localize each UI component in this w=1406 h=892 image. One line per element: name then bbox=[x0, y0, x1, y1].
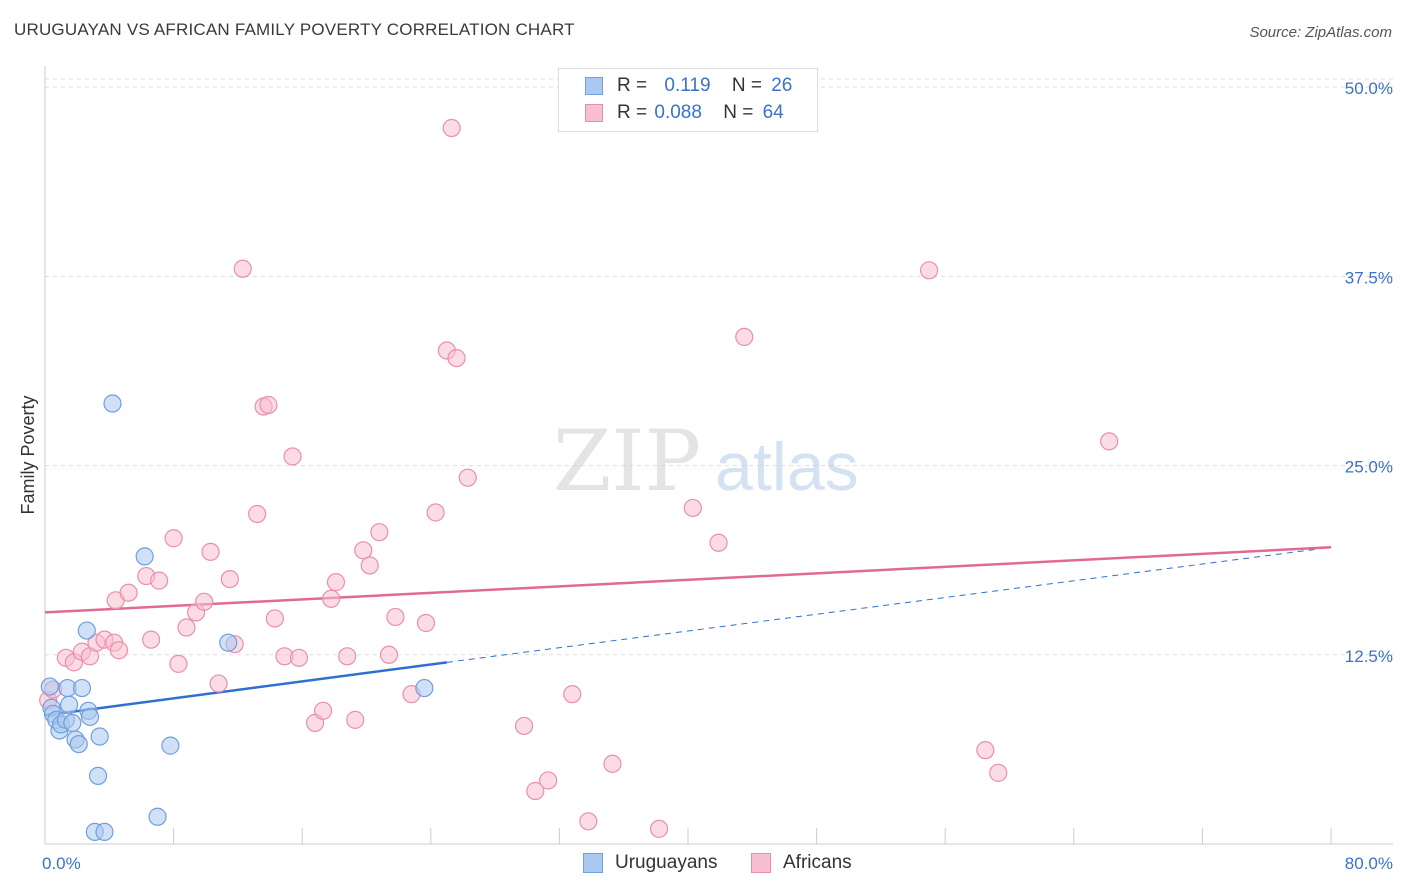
data-point-african bbox=[150, 571, 169, 590]
gridlines bbox=[45, 78, 1393, 656]
tick-labels: 12.5% 25.0% 37.5% 50.0% 0.0% 80.0% bbox=[42, 79, 1393, 873]
data-point-uruguayan bbox=[90, 727, 109, 746]
data-point-african bbox=[177, 618, 196, 637]
data-point-african bbox=[563, 685, 582, 704]
legend-n-label: N = bbox=[723, 102, 754, 123]
data-point-african bbox=[338, 647, 357, 666]
data-point-african bbox=[379, 645, 399, 664]
data-point-african bbox=[289, 648, 309, 667]
data-point-african bbox=[220, 569, 239, 589]
data-point-african bbox=[989, 763, 1008, 782]
data-point-african bbox=[579, 812, 598, 831]
data-point-african bbox=[386, 607, 405, 627]
watermark-atlas: atlas bbox=[715, 429, 859, 505]
trend-line-africans bbox=[44, 546, 1332, 614]
data-point-african bbox=[283, 447, 302, 466]
x-tick-label-max: 80.0% bbox=[1345, 854, 1393, 873]
data-point-uruguayan bbox=[148, 807, 167, 826]
data-point-african bbox=[346, 710, 365, 729]
data-point-uruguayan bbox=[72, 678, 92, 698]
data-point-uruguayan bbox=[80, 707, 100, 726]
trend-line-uruguayans-extension bbox=[446, 546, 1332, 663]
data-point-uruguayan bbox=[415, 678, 434, 698]
y-tick-label: 50.0% bbox=[1345, 79, 1393, 98]
data-point-african bbox=[735, 327, 754, 347]
data-point-african bbox=[109, 641, 129, 660]
data-point-uruguayan bbox=[103, 394, 122, 413]
legend-n-value: 26 bbox=[771, 75, 793, 96]
chart-title: URUGUAYAN VS AFRICAN FAMILY POVERTY CORR… bbox=[14, 20, 575, 39]
data-point-african bbox=[265, 609, 284, 628]
data-point-uruguayan bbox=[63, 713, 82, 733]
data-point-african bbox=[458, 468, 477, 487]
data-point-african bbox=[426, 503, 445, 522]
legend-r-value: 0.088 bbox=[654, 102, 702, 123]
data-point-african bbox=[920, 261, 939, 280]
data-point-uruguayan bbox=[161, 736, 180, 755]
legend-label-africans: Africans bbox=[783, 852, 852, 873]
data-point-uruguayan bbox=[95, 822, 114, 841]
data-point-african bbox=[201, 542, 220, 561]
data-point-african bbox=[354, 541, 373, 560]
data-point-uruguayan bbox=[60, 695, 79, 714]
data-point-african bbox=[119, 583, 138, 602]
data-point-african bbox=[447, 348, 466, 368]
data-point-uruguayan bbox=[219, 633, 238, 652]
data-point-african bbox=[164, 529, 183, 548]
data-point-african bbox=[326, 573, 346, 592]
legend-r-value: 0.119 bbox=[664, 75, 711, 96]
x-tick-label-min: 0.0% bbox=[42, 854, 81, 873]
data-point-african bbox=[313, 701, 333, 720]
trend-lines bbox=[44, 546, 1332, 717]
data-point-african bbox=[526, 781, 545, 801]
data-point-uruguayan bbox=[135, 547, 154, 566]
data-point-african bbox=[141, 630, 161, 649]
data-point-african bbox=[514, 716, 534, 736]
data-point-uruguayan bbox=[69, 734, 88, 754]
data-point-uruguayan bbox=[77, 621, 96, 640]
data-point-african bbox=[539, 771, 558, 790]
data-point-african bbox=[259, 395, 278, 415]
legend-swatch-africans bbox=[585, 104, 603, 122]
legend-r-label: R = bbox=[617, 75, 648, 96]
legend-swatch-uruguayans bbox=[583, 853, 603, 873]
data-point-african bbox=[233, 259, 252, 278]
data-point-uruguayan bbox=[40, 677, 59, 696]
y-axis-label: Family Poverty bbox=[18, 395, 38, 514]
data-point-african bbox=[603, 754, 622, 773]
y-tick-label: 12.5% bbox=[1345, 647, 1393, 666]
legend-r-label: R = bbox=[617, 102, 648, 123]
data-point-african bbox=[169, 654, 188, 673]
data-point-uruguayan bbox=[88, 766, 108, 785]
data-point-african bbox=[976, 741, 995, 760]
data-point-african bbox=[248, 504, 267, 524]
legend-swatch-uruguayans bbox=[585, 77, 603, 95]
data-point-african bbox=[360, 556, 379, 575]
data-point-african bbox=[370, 523, 389, 542]
correlation-legend: R = 0.119 N = 26 R = 0.088 N = 64 bbox=[558, 68, 818, 132]
legend-swatch-africans bbox=[751, 853, 771, 873]
data-point-african bbox=[195, 592, 214, 611]
data-point-african bbox=[1100, 432, 1119, 451]
data-point-african bbox=[209, 674, 228, 693]
legend-n-label: N = bbox=[731, 75, 762, 96]
y-tick-label: 25.0% bbox=[1345, 458, 1393, 477]
data-point-african bbox=[709, 533, 728, 552]
trend-line-uruguayans bbox=[44, 661, 448, 717]
data-point-african bbox=[442, 118, 461, 138]
y-tick-label: 37.5% bbox=[1345, 268, 1393, 287]
legend-n-value: 64 bbox=[762, 102, 784, 123]
data-point-african bbox=[683, 498, 702, 518]
source-label: Source: ZipAtlas.com bbox=[1249, 24, 1392, 41]
data-point-african bbox=[416, 613, 436, 633]
legend-label-uruguayans: Uruguayans bbox=[615, 852, 718, 873]
data-point-african bbox=[322, 589, 341, 608]
data-point-african bbox=[649, 819, 669, 838]
data-points bbox=[39, 118, 1119, 841]
watermark-zip: ZIP bbox=[553, 412, 701, 510]
